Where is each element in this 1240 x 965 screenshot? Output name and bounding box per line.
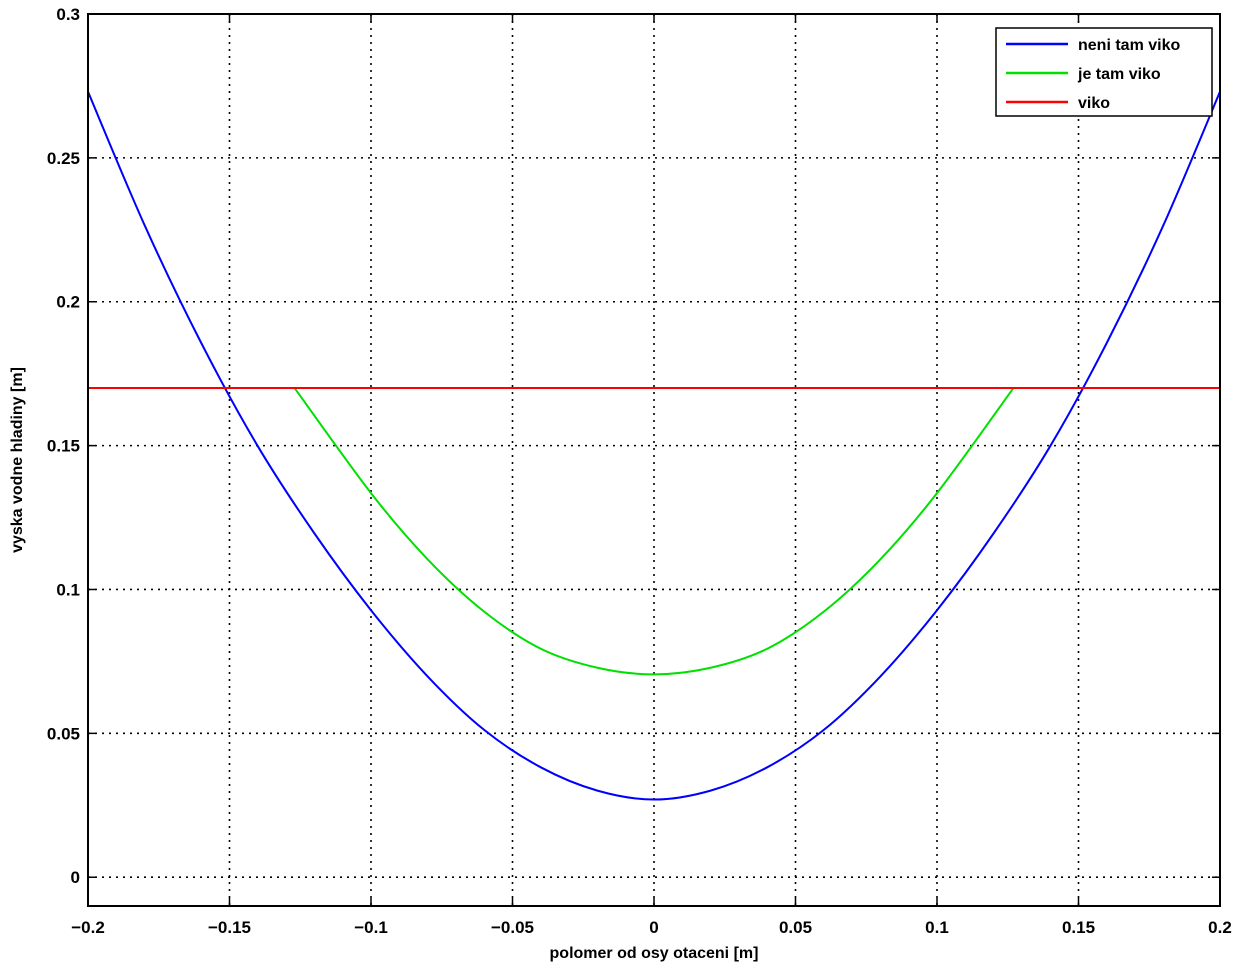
legend-label: je tam viko	[1077, 66, 1161, 83]
y-tick-label: 0.2	[56, 293, 80, 312]
series-layer	[88, 91, 1220, 801]
grid-layer	[88, 13, 1220, 906]
y-tick-label: 0.15	[47, 437, 80, 456]
legend-label: neni tam viko	[1078, 37, 1180, 54]
y-axis-label: vyska vodne hladiny [m]	[9, 367, 26, 553]
x-tick-label: −0.2	[71, 918, 105, 937]
x-tick-label: −0.1	[354, 918, 388, 937]
x-axis-label: polomer od osy otaceni [m]	[550, 945, 759, 962]
series-line-0	[88, 91, 1220, 801]
series-line-1	[293, 387, 1015, 676]
y-tick-label: 0.3	[56, 5, 80, 24]
y-tick-label: 0.05	[47, 724, 80, 743]
x-tick-label: −0.05	[491, 918, 534, 937]
y-tick-label: 0.1	[56, 580, 80, 599]
x-tick-label: 0.1	[925, 918, 949, 937]
ticks-layer: −0.2 −0.15 −0.1 −0.05 0 0.05 0.1 0.15 0.2 0 0.05 0.…	[47, 5, 1232, 937]
x-tick-label: 0.15	[1062, 918, 1095, 937]
x-tick-label: 0	[649, 918, 658, 937]
legend-label: viko	[1078, 95, 1110, 112]
y-tick-label: 0.25	[47, 149, 80, 168]
x-tick-label: 0.05	[779, 918, 812, 937]
y-tick-label: 0	[71, 868, 80, 887]
x-tick-label: −0.15	[208, 918, 251, 937]
legend: neni tam viko je tam viko viko	[995, 27, 1213, 117]
x-tick-label: 0.2	[1208, 918, 1232, 937]
